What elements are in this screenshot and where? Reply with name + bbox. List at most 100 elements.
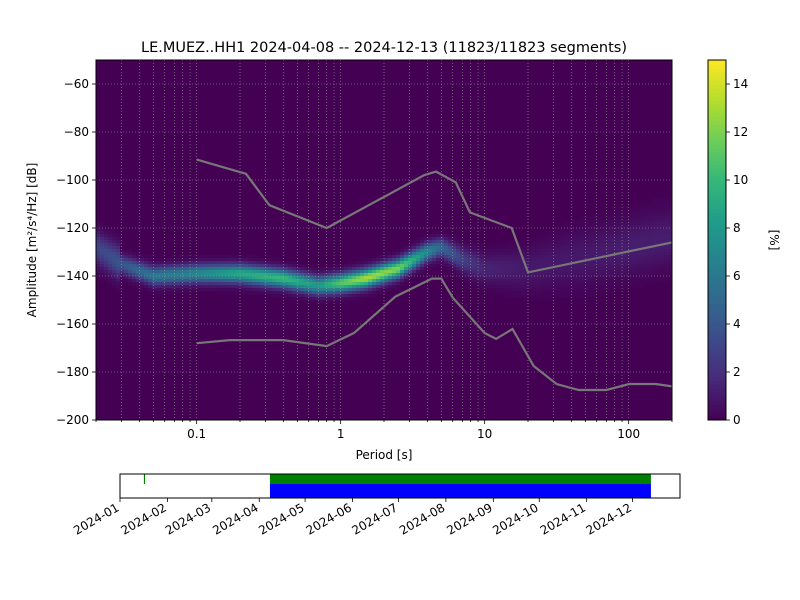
density-cell [384, 267, 389, 271]
density-cell [488, 261, 493, 265]
density-cell [260, 285, 265, 289]
density-cell [372, 273, 377, 277]
density-cell [432, 252, 437, 256]
timeline-tick-label: 2024-05 [256, 500, 306, 537]
density-cell [352, 282, 357, 286]
density-cell [652, 210, 657, 214]
density-cell [516, 270, 521, 274]
density-cell [400, 279, 405, 283]
density-cell [180, 261, 185, 265]
density-cell [540, 237, 545, 241]
density-cell [180, 255, 185, 259]
density-cell [596, 291, 601, 295]
density-cell [592, 231, 597, 235]
density-cell [116, 273, 121, 277]
density-cell [612, 231, 617, 235]
x-tick-label: 100 [617, 427, 640, 441]
density-cell [668, 201, 673, 205]
density-cell [200, 261, 205, 265]
density-cell [584, 282, 589, 286]
density-cell [524, 249, 529, 253]
density-cell [592, 228, 597, 232]
density-cell [636, 219, 641, 223]
density-cell [316, 297, 321, 301]
density-cell [272, 285, 277, 289]
density-cell [360, 297, 365, 301]
colorbar-segment [708, 216, 726, 221]
density-cell [628, 246, 633, 250]
density-cell [384, 282, 389, 286]
density-cell [476, 267, 481, 271]
density-cell [516, 288, 521, 292]
density-cell [124, 273, 129, 277]
density-cell [488, 264, 493, 268]
density-cell [100, 249, 105, 253]
density-cell [668, 207, 673, 211]
density-cell [344, 270, 349, 274]
density-cell [360, 267, 365, 271]
density-cell [596, 252, 601, 256]
density-cell [552, 240, 557, 244]
density-cell [484, 249, 489, 253]
density-cell [220, 291, 225, 295]
density-cell [568, 252, 573, 256]
density-cell [212, 267, 217, 271]
density-cell [472, 255, 477, 259]
density-cell [124, 255, 129, 259]
density-cell [440, 252, 445, 256]
density-cell [660, 240, 665, 244]
density-cell [560, 243, 565, 247]
density-cell [460, 267, 465, 271]
density-cell [344, 300, 349, 304]
density-cell [568, 234, 573, 238]
density-cell [428, 267, 433, 271]
density-cell [660, 255, 665, 259]
density-cell [640, 222, 645, 226]
colorbar-segment [708, 360, 726, 365]
density-cell [464, 252, 469, 256]
density-cell [664, 246, 669, 250]
density-cell [572, 294, 577, 298]
density-cell [552, 255, 557, 259]
density-cell [640, 225, 645, 229]
y-tick-label: −100 [56, 173, 89, 187]
density-cell [644, 249, 649, 253]
density-cell [596, 288, 601, 292]
density-cell [204, 264, 209, 268]
density-cell [212, 276, 217, 280]
density-cell [632, 225, 637, 229]
density-cell [292, 288, 297, 292]
density-cell [264, 294, 269, 298]
density-cell [528, 249, 533, 253]
y-tick-label: −140 [56, 269, 89, 283]
density-cell [284, 267, 289, 271]
density-cell [236, 276, 241, 280]
density-cell [132, 258, 137, 262]
density-cell [368, 279, 373, 283]
density-cell [96, 276, 101, 280]
density-cell [572, 249, 577, 253]
density-cell [300, 270, 305, 274]
density-cell [516, 267, 521, 271]
density-cell [256, 270, 261, 274]
density-cell [660, 216, 665, 220]
density-cell [600, 213, 605, 217]
density-cell [100, 243, 105, 247]
density-cell [600, 258, 605, 262]
density-cell [152, 258, 157, 262]
density-cell [428, 261, 433, 265]
density-cell [212, 288, 217, 292]
density-cell [440, 237, 445, 241]
density-cell [484, 291, 489, 295]
density-cell [596, 213, 601, 217]
density-cell [172, 285, 177, 289]
density-cell [224, 273, 229, 277]
density-cell [648, 252, 653, 256]
density-cell [168, 258, 173, 262]
density-cell [164, 288, 169, 292]
density-cell [604, 270, 609, 274]
density-cell [176, 285, 181, 289]
density-cell [664, 207, 669, 211]
timeline-tick-label: 2024-11 [538, 500, 588, 537]
